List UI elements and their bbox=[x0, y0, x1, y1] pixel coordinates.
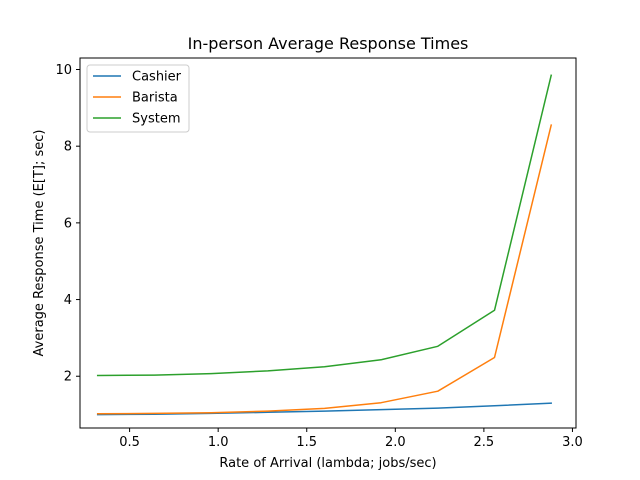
plot-frame bbox=[79, 57, 577, 429]
y-axis-label: Average Response Time (E[T]; sec) bbox=[32, 130, 47, 357]
series-line-barista bbox=[96, 124, 553, 415]
y-tick-label: 2 bbox=[64, 370, 72, 385]
series-layer bbox=[96, 74, 553, 416]
x-tick-label: 2.5 bbox=[474, 435, 495, 450]
x-tick-label: 0.5 bbox=[119, 435, 140, 450]
x-tick-label: 3.0 bbox=[562, 435, 583, 450]
chart-title: In-person Average Response Times bbox=[188, 34, 469, 53]
legend-box bbox=[86, 64, 190, 133]
y-tick-label: 8 bbox=[64, 140, 72, 155]
y-tick-label: 4 bbox=[64, 293, 72, 308]
series-line-system bbox=[96, 74, 553, 377]
x-axis: 0.5 1.0 1.5 2.0 2.5 3.0 bbox=[119, 428, 583, 450]
x-tick-label: 1.0 bbox=[208, 435, 229, 450]
legend: Cashier Barista System bbox=[86, 64, 190, 133]
y-tick-label: 10 bbox=[55, 63, 72, 78]
legend-label-system: System bbox=[132, 112, 180, 127]
y-tick-label: 6 bbox=[64, 216, 72, 231]
legend-label-barista: Barista bbox=[132, 91, 178, 106]
series-line-cashier bbox=[96, 402, 552, 416]
x-axis-label: Rate of Arrival (lambda; jobs/sec) bbox=[219, 456, 436, 471]
legend-label-cashier: Cashier bbox=[132, 70, 182, 85]
y-axis: 2 4 6 8 10 bbox=[55, 63, 80, 385]
x-tick-label: 1.5 bbox=[296, 435, 317, 450]
x-tick-label: 2.0 bbox=[385, 435, 406, 450]
